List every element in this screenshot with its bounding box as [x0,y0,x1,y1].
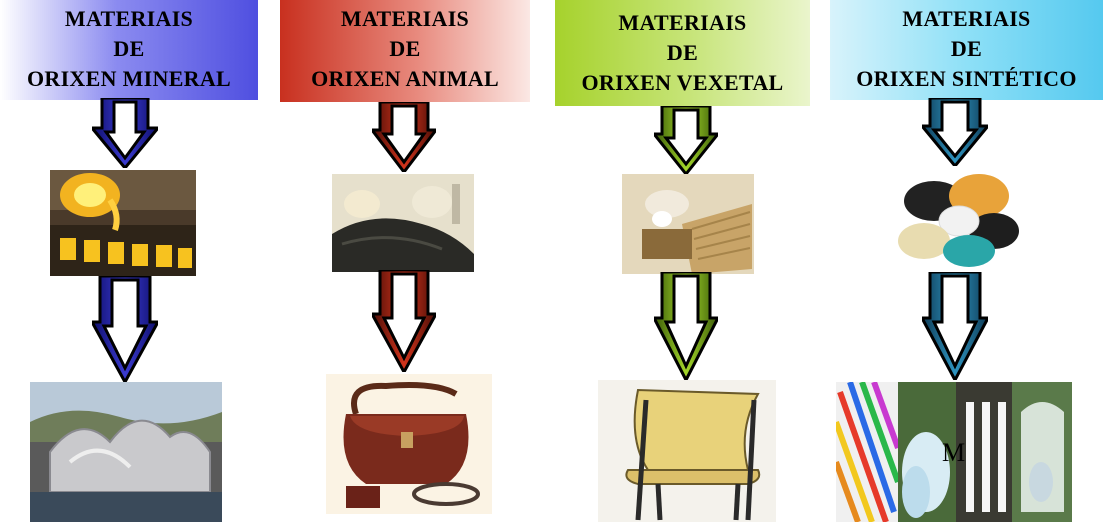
wood-and-fibers-image [622,174,754,274]
header-line-2: DE [113,36,145,61]
molten-metal-foundry-image [50,170,196,276]
header-line-1: MATERIAIS [902,6,1031,31]
down-arrow-icon [372,270,436,372]
header-line-2: DE [666,40,699,65]
plastic-products-image [836,382,1072,522]
down-arrow-icon [922,272,988,380]
header-line-3: ORIXEN VEXETAL [581,70,784,95]
down-arrow-icon [372,102,436,172]
header-line-3: ORIXEN SINTÉTICO [856,66,1077,91]
down-arrow-icon [654,272,718,380]
down-arrow-icon [92,98,158,168]
overlay-letter: M [942,438,966,467]
titanium-building-image [30,382,222,522]
leather-and-wool-image [332,174,474,272]
header-sintetico: MATERIAIS DE ORIXEN SINTÉTICO [830,0,1103,100]
leather-bag-image [326,374,492,514]
header-line-2: DE [389,36,421,61]
plastic-pellets-image [884,166,1026,272]
header-line-3: ORIXEN MINERAL [26,66,232,91]
header-line-3: ORIXEN ANIMAL [311,66,499,91]
header-animal: MATERIAIS DE ORIXEN ANIMAL [280,0,530,102]
down-arrow-icon [654,106,718,174]
header-line-1: MATERIAIS [340,6,470,31]
wooden-chair-image [598,380,776,522]
header-line-1: MATERIAIS [64,6,194,31]
header-mineral: MATERIAIS DE ORIXEN MINERAL [0,0,258,100]
header-vexetal: MATERIAIS DE ORIXEN VEXETAL [555,0,810,106]
header-line-1: MATERIAIS [618,10,747,35]
header-line-2: DE [950,36,983,61]
down-arrow-icon [92,276,158,382]
down-arrow-icon [922,98,988,166]
